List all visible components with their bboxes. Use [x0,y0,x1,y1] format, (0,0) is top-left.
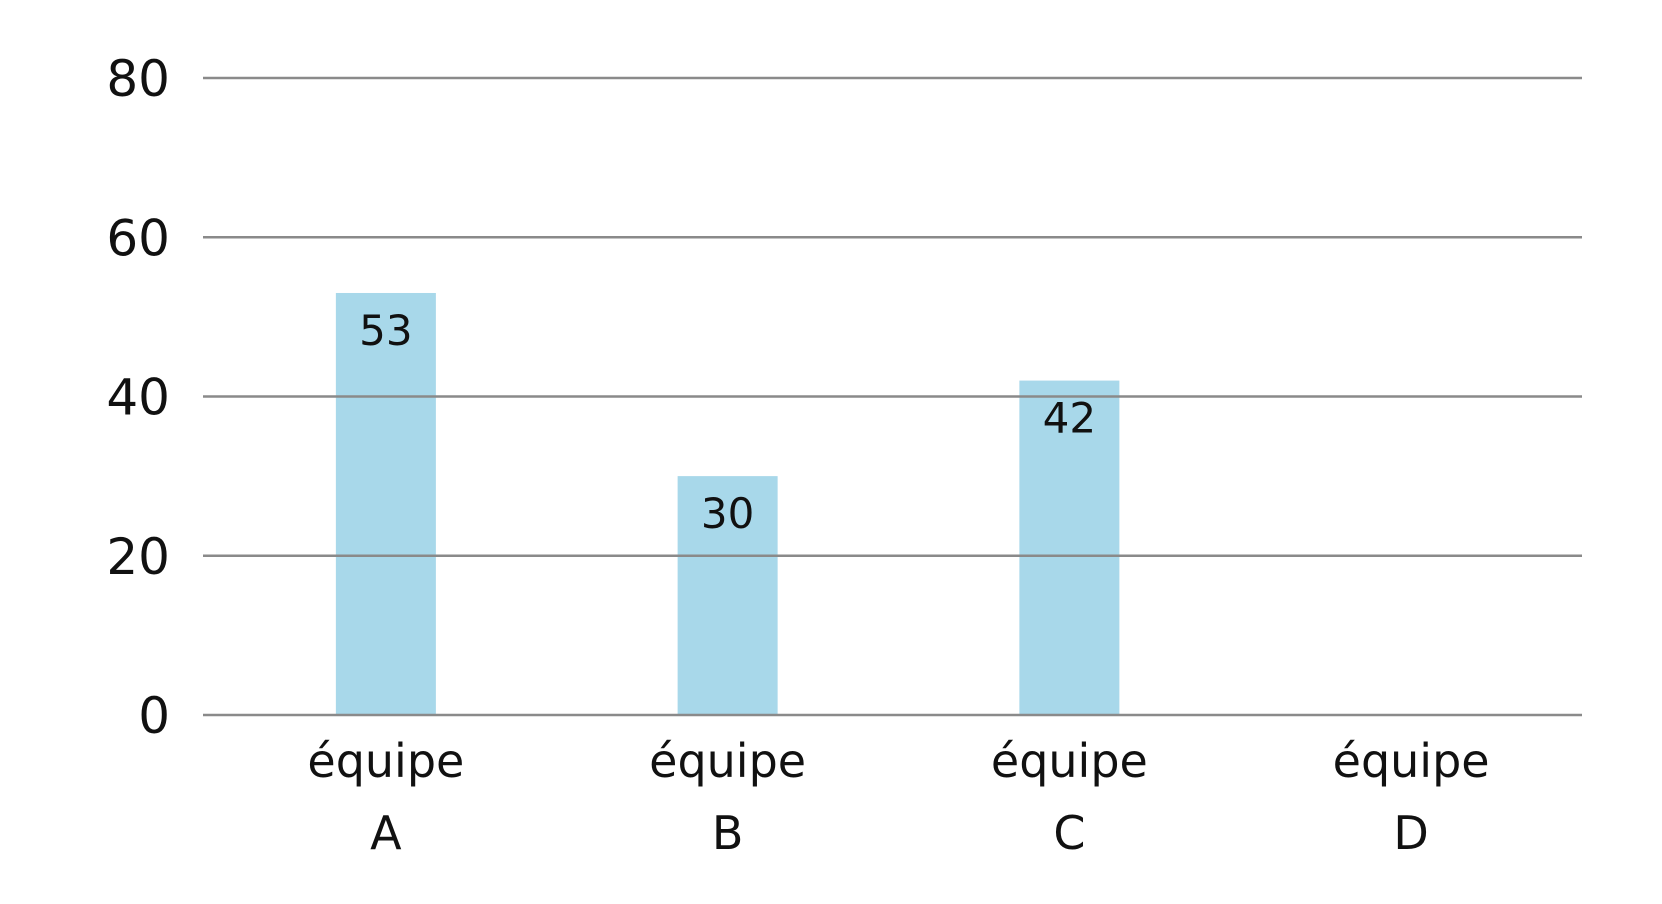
y-tick-label-0: 0 [138,687,170,745]
x-axis-categories: équipe A équipe B équipe C équipe D [307,734,1489,860]
data-labels: 53 30 42 [359,306,1096,538]
data-label-A: 53 [359,306,412,355]
y-tick-label-20: 20 [106,528,170,586]
x-category-label-D: équipe D [1333,734,1490,860]
y-axis-ticks: 0 20 40 60 80 [106,50,170,745]
x-category-label-C: équipe C [991,734,1148,860]
bar-équipe-B [677,476,778,715]
bars [335,292,1120,715]
x-category-label-B: équipe B [649,734,806,860]
data-label-B: 30 [701,489,754,538]
bar-équipe-C [1019,380,1120,715]
y-tick-label-80: 80 [106,50,170,108]
bar-équipe-A [335,292,436,715]
data-label-C: 42 [1043,394,1096,443]
gridlines [203,76,1582,717]
x-category-label-A: équipe A [307,734,464,860]
y-tick-label-40: 40 [106,369,170,427]
y-tick-label-60: 60 [106,209,170,267]
